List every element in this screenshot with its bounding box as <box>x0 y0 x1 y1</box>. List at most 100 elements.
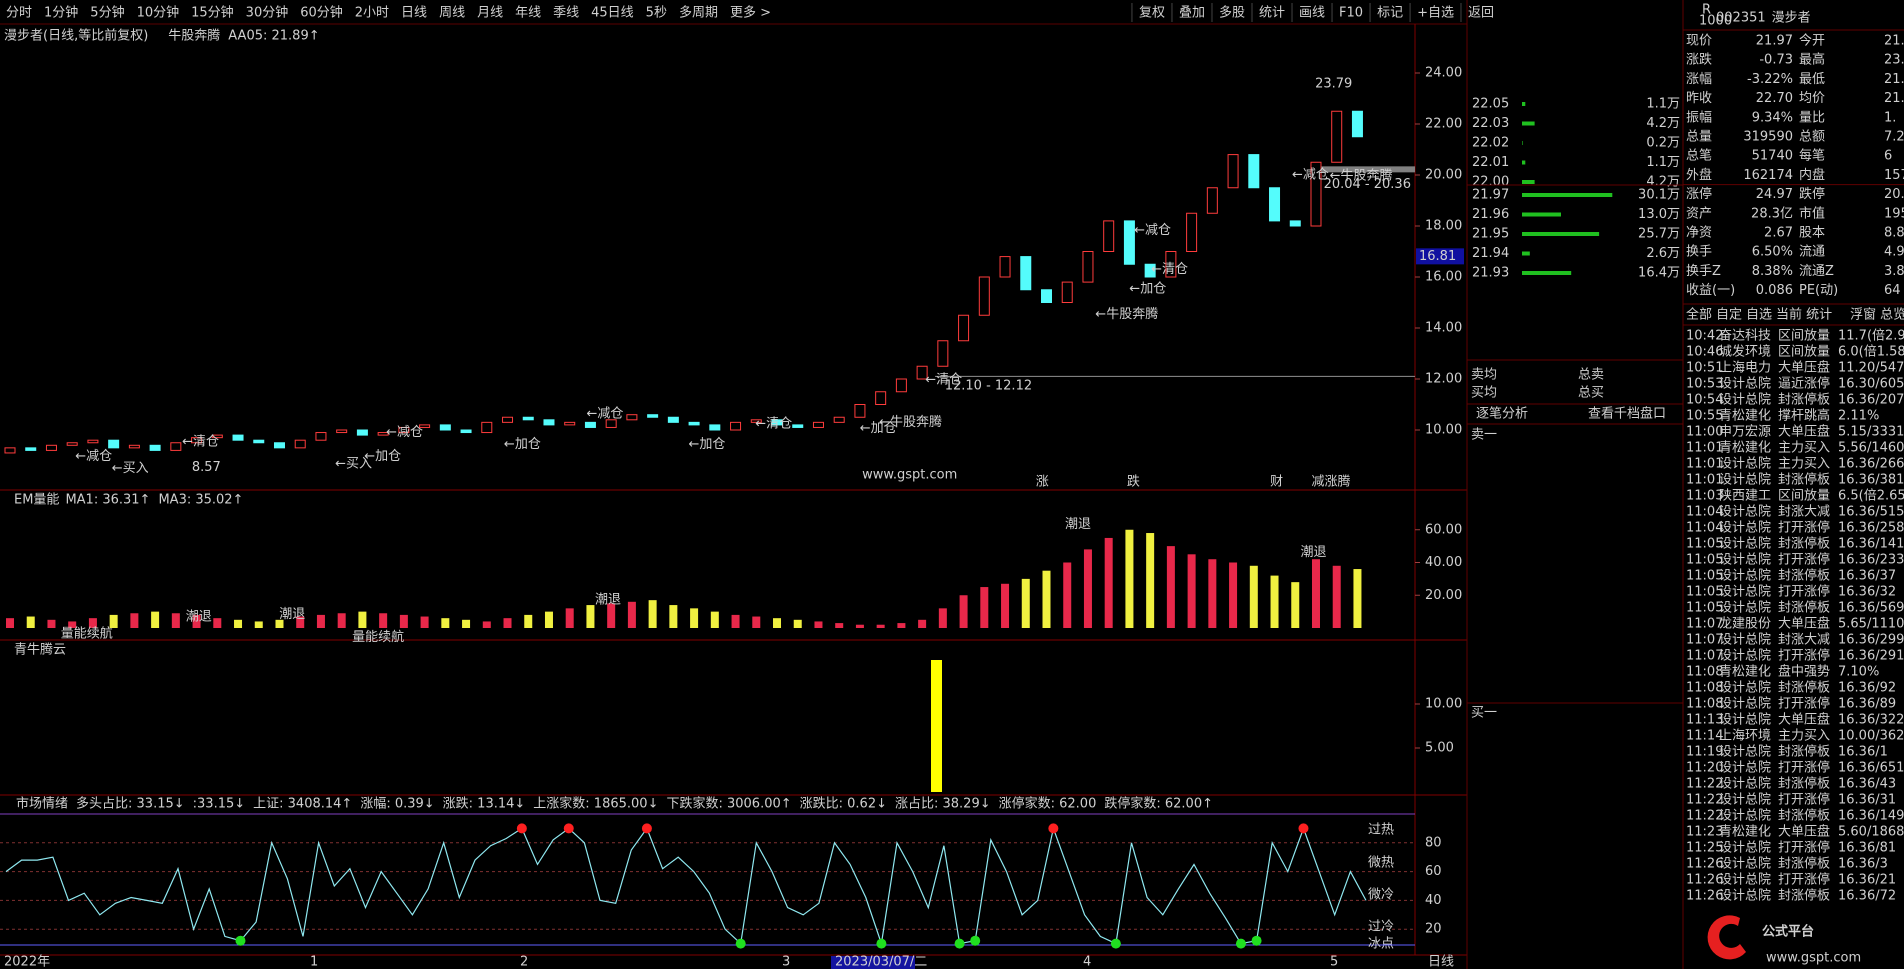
trade-name: 设计总院 <box>1719 377 1771 392</box>
quote-value: 9.34% <box>1752 110 1793 125</box>
trade-name: 申万宏源 <box>1719 425 1771 440</box>
volume-bar <box>793 619 802 628</box>
candle <box>460 429 472 434</box>
candle <box>170 442 182 451</box>
trade-name: 设计总院 <box>1719 777 1771 792</box>
toolbar-tab[interactable]: 2小时 <box>355 6 389 21</box>
quote-label: 净资 <box>1686 226 1712 241</box>
quote-label: 换手 <box>1686 245 1712 260</box>
trade-name: 奋达科技 <box>1719 329 1771 344</box>
quote-tab[interactable]: 自选 <box>1746 308 1772 323</box>
volume-note: 潮退 <box>1065 517 1091 532</box>
toolbar-tab[interactable]: 更多 > <box>730 5 771 21</box>
trade-type: 封涨停板 <box>1778 776 1830 792</box>
trade-name: 设计总院 <box>1719 633 1771 648</box>
trade-price: 16.36/266 <box>1838 457 1904 472</box>
toolbar-tab[interactable]: 10分钟 <box>137 5 180 21</box>
cursor-price: 16.81 <box>1419 249 1456 264</box>
trade-time: 11:05 <box>1686 553 1723 568</box>
trade-name: 设计总院 <box>1719 553 1771 568</box>
toolbar-button[interactable]: +自选 <box>1417 6 1454 21</box>
y-tick-label: 20.00 <box>1425 168 1462 183</box>
range-band <box>1321 166 1415 173</box>
candle <box>771 419 783 426</box>
trade-type: 大单压盘 <box>1778 712 1830 728</box>
quote-tab[interactable]: 全部 <box>1686 307 1712 323</box>
trade-name: 设计总院 <box>1719 857 1771 872</box>
toolbar-button[interactable]: 返回 <box>1468 6 1494 21</box>
candle <box>709 424 721 431</box>
zone-label: 过冷 <box>1368 920 1394 935</box>
toolbar-tab[interactable]: 日线 <box>401 6 427 21</box>
quote-tab[interactable]: 统计 <box>1806 308 1832 323</box>
trade-price: 10.00/3626 <box>1838 729 1904 744</box>
trade-price: 16.36/3 <box>1838 857 1888 872</box>
volume-bar <box>1187 554 1196 628</box>
candle <box>211 434 223 439</box>
trade-type: 打开涨停 <box>1778 696 1830 712</box>
toolbar-button[interactable]: 多股 <box>1219 5 1245 21</box>
trade-price: 16.36/3227 <box>1838 713 1904 728</box>
trade-type: 封涨大减 <box>1778 633 1830 648</box>
toolbar-tab[interactable]: 45日线 <box>591 6 634 21</box>
toolbar-tab[interactable]: 周线 <box>439 6 465 21</box>
sentiment-stat: 跌停家数: 62.00↑ <box>1104 796 1213 812</box>
signal-label: ←加仓 <box>1129 282 1166 297</box>
quote-tab[interactable]: 自定 <box>1716 308 1742 323</box>
candle <box>1144 263 1156 278</box>
volume-bar <box>980 587 989 628</box>
book-price: 21.95 <box>1472 227 1509 242</box>
quote-tab[interactable]: 浮窗 <box>1850 307 1876 323</box>
candle <box>895 378 907 393</box>
candle <box>1269 187 1281 222</box>
book-volume-bar <box>1522 102 1526 106</box>
toolbar-tab[interactable]: 30分钟 <box>246 5 289 21</box>
toolbar-button[interactable]: 画线 <box>1299 6 1325 21</box>
trade-name: 设计总院 <box>1719 841 1771 856</box>
signal-label: ←买入 <box>112 461 149 476</box>
quote-value: 7.22 <box>1884 130 1904 145</box>
book-volume: 4.2万 <box>1646 175 1680 190</box>
toolbar-button[interactable]: 标记 <box>1377 6 1403 21</box>
quote-label: 资产 <box>1686 206 1712 221</box>
extreme-dot <box>954 938 965 949</box>
toolbar-tab[interactable]: 60分钟 <box>300 5 343 21</box>
x-tick-label: 3 <box>782 955 790 969</box>
trade-time: 11:01 <box>1686 473 1723 488</box>
toolbar-tab[interactable]: 年线 <box>515 6 541 21</box>
book-volume-bar <box>1522 121 1535 126</box>
book-avg: 卖均 <box>1471 368 1497 383</box>
toolbar-tab[interactable]: 多周期 <box>679 5 718 21</box>
toolbar-tab[interactable]: 5秒 <box>646 6 667 21</box>
book-volume: 16.4万 <box>1638 266 1680 281</box>
signal-label: 财 <box>1270 475 1283 490</box>
toolbar-button[interactable]: 叠加 <box>1179 6 1205 21</box>
book-volume-bar <box>1522 251 1530 256</box>
trade-name: 青松建化 <box>1719 441 1771 456</box>
quote-tab[interactable]: 当前 <box>1776 307 1802 323</box>
toolbar-tab[interactable]: 15分钟 <box>191 5 234 21</box>
toolbar-button[interactable]: 复权 <box>1139 5 1165 21</box>
signal-label: 涨 <box>1036 475 1049 490</box>
toolbar-button[interactable]: F10 <box>1339 6 1363 21</box>
trade-price: 5.65/1110 <box>1838 617 1904 632</box>
toolbar-tab[interactable]: 分时 <box>6 6 32 21</box>
toolbar-tab[interactable]: 1分钟 <box>44 5 78 21</box>
quote-tab[interactable]: 总览 <box>1880 307 1904 323</box>
y-tick-label: 12.00 <box>1425 372 1462 387</box>
toolbar-tab[interactable]: 5分钟 <box>90 5 124 21</box>
trade-price: 16.36/291 <box>1838 649 1904 664</box>
toolbar-tab[interactable]: 季线 <box>553 6 579 21</box>
toolbar-tab[interactable]: 月线 <box>477 6 503 21</box>
trade-time: 10:51 <box>1686 361 1723 376</box>
volume-bar <box>1001 583 1010 628</box>
volume-bar <box>524 614 533 628</box>
signal-label: ←加仓 <box>860 421 897 436</box>
volume-bar <box>68 621 77 628</box>
volume-bar <box>710 611 719 628</box>
book-button[interactable]: 查看千档盘口 <box>1588 406 1666 422</box>
book-button[interactable]: 逐笔分析 <box>1476 406 1528 422</box>
extreme-dot <box>1298 823 1309 834</box>
trade-type: 封涨停板 <box>1778 472 1830 488</box>
toolbar-button[interactable]: 统计 <box>1259 6 1285 21</box>
